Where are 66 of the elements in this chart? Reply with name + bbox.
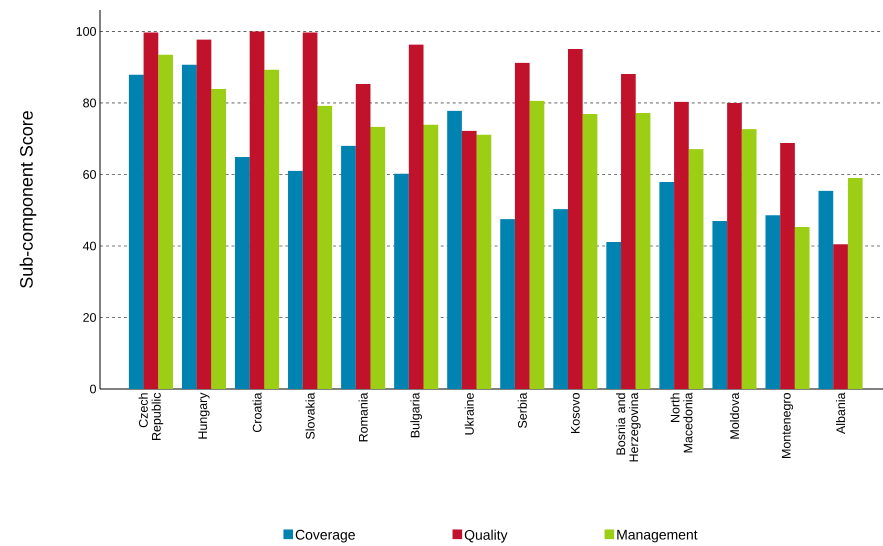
x-tick-label: Kosovo [570, 393, 580, 434]
bar [128, 74, 144, 389]
legend-label: Quality [464, 530, 508, 543]
x-tick-label: Slovakia [305, 392, 315, 440]
bar [356, 84, 370, 389]
bar [250, 31, 264, 389]
bar [621, 74, 636, 389]
y-tick-label: 60 [83, 170, 96, 179]
legend-label: Management [617, 530, 698, 542]
bar [833, 244, 848, 389]
bar [144, 32, 158, 389]
bar [182, 64, 197, 389]
bar [196, 40, 212, 389]
bar [264, 70, 280, 389]
y-tick-label: 0 [90, 384, 96, 394]
bar [211, 89, 226, 389]
bar [341, 146, 356, 389]
y-tick-label: 80 [83, 98, 96, 108]
x-tick-label: Bulgaria [410, 392, 422, 438]
legend-label: Coverage [296, 530, 355, 542]
bar [742, 129, 757, 389]
bar [712, 220, 728, 389]
y-axis-title: Sub-component Score [20, 111, 36, 288]
x-tick-label: Ukraine [464, 393, 474, 434]
bar [514, 62, 530, 389]
bar [688, 149, 704, 389]
bar [530, 100, 544, 389]
x-tick-label: Czech Republic [138, 392, 164, 440]
bar [636, 112, 650, 389]
bar [780, 143, 795, 389]
bar [476, 134, 492, 389]
y-tick-label: 20 [83, 313, 96, 322]
bar [794, 227, 810, 389]
x-tick-label: North Macedonia [670, 392, 692, 452]
y-tick-label: 100 [76, 27, 96, 36]
bar [462, 130, 477, 389]
bar [848, 178, 863, 389]
x-tick-label: Romania [358, 392, 368, 442]
bar [394, 174, 409, 389]
x-tick-label: Hungary [198, 392, 210, 439]
bar [582, 114, 598, 389]
x-tick-label: Bosnia and Herzegovina [616, 392, 641, 462]
x-tick-label: Albania [836, 392, 846, 434]
x-tick-label: Serbia [518, 392, 527, 428]
bar [765, 215, 780, 389]
bar [674, 102, 689, 389]
bar [500, 219, 515, 389]
bar [408, 44, 424, 389]
bar [568, 48, 583, 389]
bar [234, 156, 250, 389]
bar [288, 170, 303, 389]
bar [158, 54, 173, 389]
bar [370, 126, 386, 389]
bar [606, 242, 622, 389]
bar [302, 32, 318, 389]
x-tick-label: Montenegro [782, 393, 794, 458]
y-tick-label: 40 [82, 242, 96, 250]
bar [818, 190, 834, 389]
bar [727, 102, 742, 389]
x-tick-label: Moldova [730, 392, 740, 439]
bar [659, 182, 674, 389]
bar [317, 106, 332, 389]
bar [553, 209, 568, 389]
x-tick-label: Croatia [252, 392, 262, 432]
bar [447, 110, 462, 389]
bar [424, 124, 438, 389]
